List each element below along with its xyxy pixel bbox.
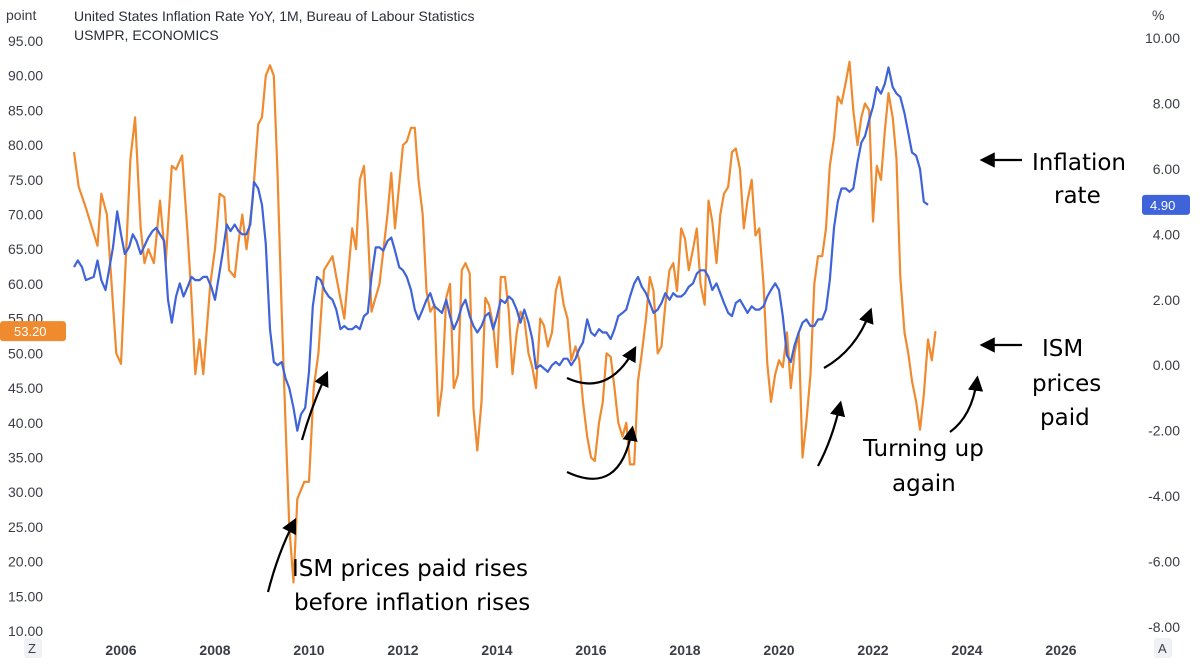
x-tick-label: 2006 <box>105 642 136 658</box>
scale-z-label: Z <box>28 641 36 656</box>
right-tick-label: 10.00 <box>1145 30 1180 46</box>
series-layer <box>72 60 937 584</box>
left-tick-label: 30.00 <box>8 484 43 500</box>
right-axis-ticks: 10.00 8.00 6.00 4.00 2.00 0.00 -2.00 -4.00 -6.00… <box>1145 30 1180 635</box>
inflation-last-value-label: 4.90 <box>1150 198 1175 213</box>
annotation-arrows <box>266 152 1022 593</box>
right-axis-unit: % <box>1152 7 1164 23</box>
arrow-2015-lower <box>566 425 638 480</box>
inflation-label-line1: Inflation <box>1032 150 1126 176</box>
left-tick-label: 70.00 <box>8 207 43 223</box>
scale-z-button[interactable]: Z <box>24 638 42 658</box>
x-axis-ticks: 2006 2008 2010 2012 2014 2016 2018 2020 2022 2024… <box>105 642 1076 658</box>
arrow-2023 <box>949 375 984 433</box>
auto-scale-button[interactable]: A <box>1154 638 1172 658</box>
arrow-2009-low <box>266 517 297 593</box>
ism-last-value-label: 53.20 <box>14 324 47 339</box>
arrow-2020-lower <box>817 400 846 467</box>
arrow-2009 <box>300 370 329 441</box>
left-tick-label: 10.00 <box>8 623 43 639</box>
left-tick-label: 35.00 <box>8 449 43 465</box>
x-tick-label: 2012 <box>387 642 418 658</box>
left-tick-label: 85.00 <box>8 102 43 118</box>
right-tick-label: 2.00 <box>1153 292 1180 308</box>
inflation-rate-line <box>73 66 929 432</box>
right-tick-label: 8.00 <box>1153 95 1180 111</box>
x-tick-label: 2026 <box>1045 642 1076 658</box>
left-tick-label: 90.00 <box>8 68 43 84</box>
ism-prices-paid-line <box>72 60 937 584</box>
x-tick-label: 2014 <box>481 642 512 658</box>
x-tick-label: 2008 <box>199 642 230 658</box>
left-tick-label: 75.00 <box>8 172 43 188</box>
inflation-last-value-badge <box>1142 194 1190 215</box>
left-tick-label: 65.00 <box>8 241 43 257</box>
left-tick-label: 25.00 <box>8 519 43 535</box>
left-tick-label: 95.00 <box>8 33 43 49</box>
left-tick-label: 50.00 <box>8 345 43 361</box>
left-tick-label: 80.00 <box>8 137 43 153</box>
ism-label-line2: prices <box>1032 371 1101 397</box>
ism-last-value-badge <box>0 321 66 342</box>
right-tick-label: -6.00 <box>1148 554 1180 570</box>
inflation-label-line2: rate <box>1054 183 1101 209</box>
right-tick-label: -4.00 <box>1148 488 1180 504</box>
turning-label-line1: Turning up <box>862 436 984 462</box>
x-tick-label: 2010 <box>293 642 324 658</box>
rises-label-line1: ISM prices paid rises <box>292 556 528 582</box>
right-tick-label: -2.00 <box>1148 423 1180 439</box>
left-tick-label: 60.00 <box>8 276 43 292</box>
last-value-badges: 53.20 4.90 <box>0 194 1190 342</box>
arrow-2015-upper <box>566 345 637 385</box>
left-axis-unit: point <box>6 7 36 23</box>
right-tick-label: -8.00 <box>1148 619 1180 635</box>
rises-label-line2: before inflation rises <box>294 590 530 616</box>
right-tick-label: 4.00 <box>1153 226 1180 242</box>
x-tick-label: 2020 <box>763 642 794 658</box>
ism-label-line3: paid <box>1040 405 1090 431</box>
x-tick-label: 2024 <box>951 642 982 658</box>
ism-label-line1: ISM <box>1042 336 1083 362</box>
left-tick-label: 45.00 <box>8 380 43 396</box>
left-tick-label: 15.00 <box>8 588 43 604</box>
chart-title: United States Inflation Rate YoY, 1M, Bu… <box>74 8 475 24</box>
chart-subtitle: USMPR, ECONOMICS <box>74 27 219 43</box>
x-tick-label: 2016 <box>575 642 606 658</box>
right-tick-label: 0.00 <box>1153 357 1180 373</box>
x-tick-label: 2022 <box>857 642 888 658</box>
arrow-2020-upper <box>823 307 874 369</box>
auto-scale-label: A <box>1158 641 1167 656</box>
left-tick-label: 40.00 <box>8 415 43 431</box>
turning-label-line2: again <box>892 471 956 497</box>
left-axis-ticks: 95.00 90.00 85.00 80.00 75.00 70.00 65.00 60.00… <box>8 33 43 639</box>
x-tick-label: 2018 <box>669 642 700 658</box>
right-tick-label: 6.00 <box>1153 161 1180 177</box>
left-tick-label: 20.00 <box>8 554 43 570</box>
